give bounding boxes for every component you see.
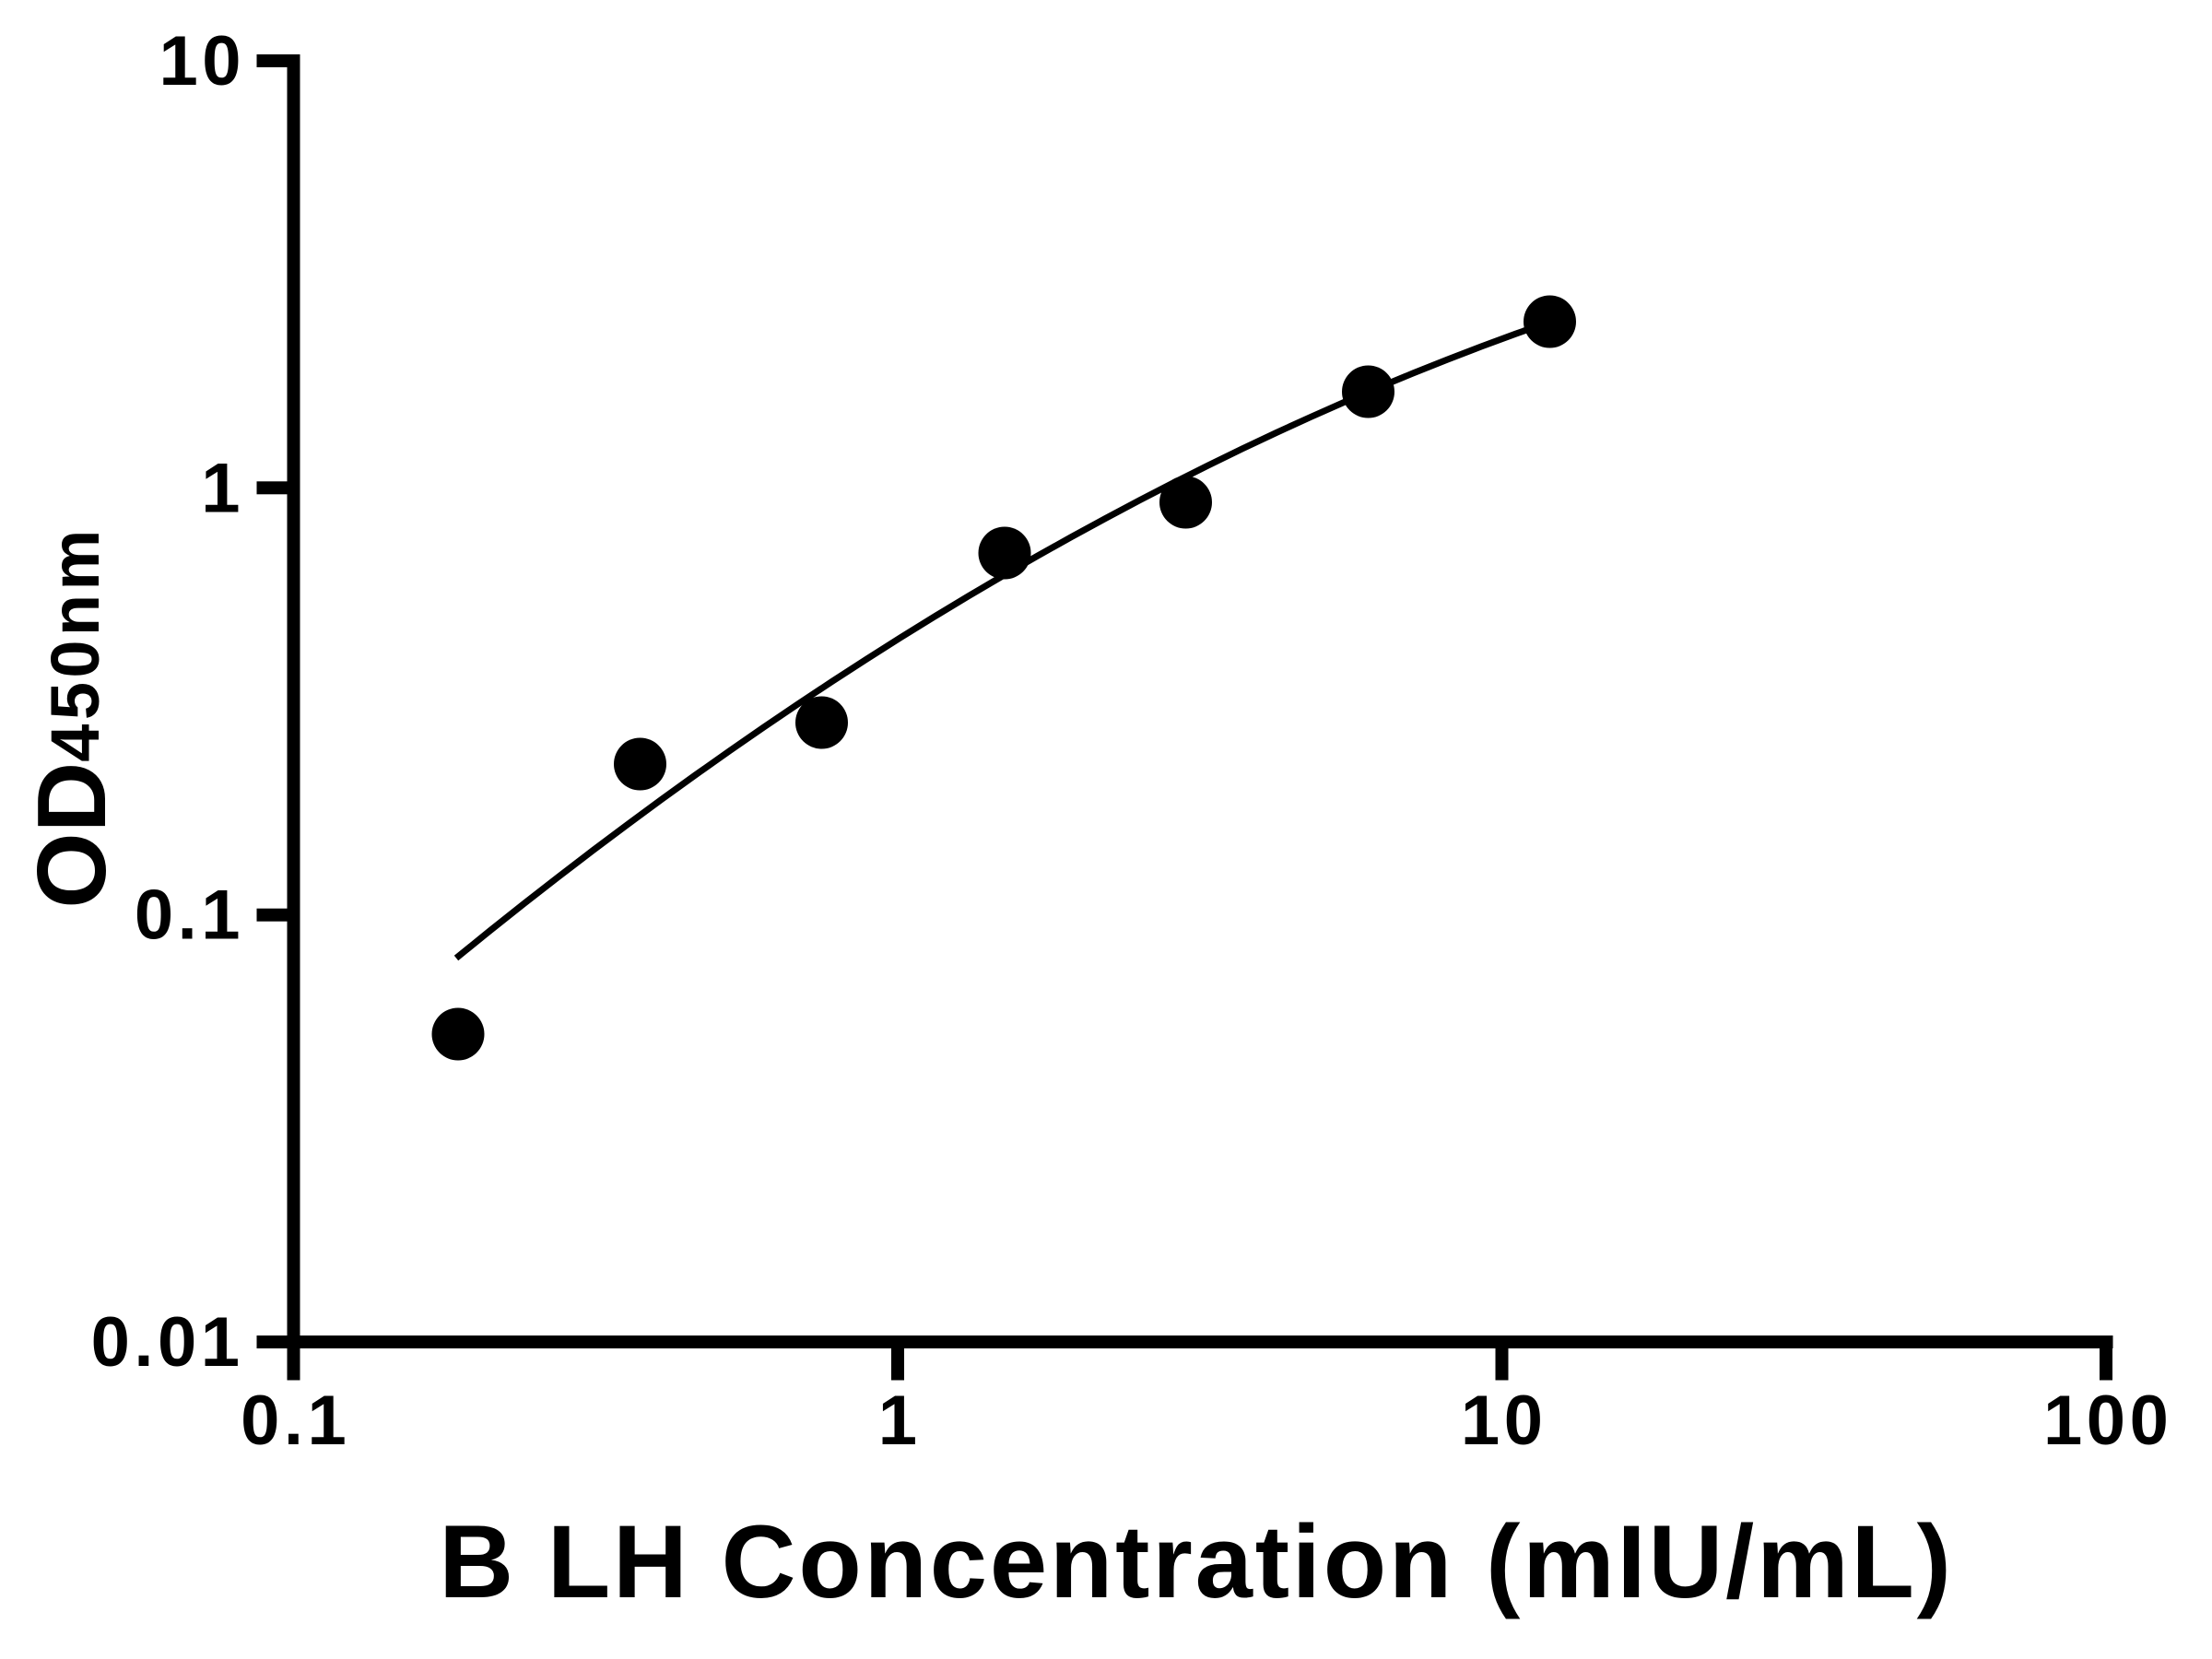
- svg-text:1: 1: [201, 449, 244, 527]
- svg-text:OD450nm: OD450nm: [18, 525, 126, 908]
- svg-text:0.01: 0.01: [91, 1303, 244, 1382]
- svg-text:1: 1: [878, 1382, 922, 1460]
- svg-text:10: 10: [1461, 1382, 1547, 1460]
- svg-text:0.1: 0.1: [241, 1382, 350, 1460]
- svg-text:B LH Concentration (mIU/mL): B LH Concentration (mIU/mL): [439, 1504, 1954, 1619]
- svg-text:100: 100: [2043, 1382, 2172, 1460]
- svg-text:10: 10: [159, 22, 245, 100]
- svg-text:0.1: 0.1: [135, 877, 244, 955]
